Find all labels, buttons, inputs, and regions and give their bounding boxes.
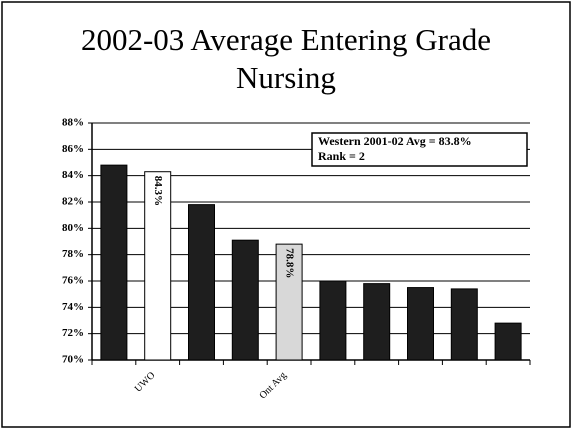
bar <box>319 280 347 361</box>
bar <box>363 283 391 361</box>
value-label: 84.3% <box>152 176 164 206</box>
y-tick-label: 82% <box>62 196 84 208</box>
annotation: Western 2001-02 Avg = 83.8% <box>318 134 472 148</box>
bar <box>494 322 522 361</box>
x-tick-label: UWO <box>133 370 158 395</box>
bar <box>231 239 259 361</box>
y-tick-label: 76% <box>62 275 84 287</box>
chart-title: 2002-03 Average Entering Grade <box>81 22 491 57</box>
bar <box>100 164 128 361</box>
y-tick-label: 74% <box>62 301 84 313</box>
y-tick-label: 88% <box>62 117 84 129</box>
y-tick-label: 86% <box>62 143 84 155</box>
bar <box>188 204 215 361</box>
y-tick-label: 80% <box>62 222 84 234</box>
annotation-box <box>311 132 528 167</box>
y-tick-label: 70% <box>62 354 84 366</box>
bar <box>275 243 303 361</box>
y-tick-label: 78% <box>62 248 84 260</box>
y-tick-label: 84% <box>62 169 84 181</box>
annotation: Rank = 2 <box>318 149 365 163</box>
bar <box>144 171 172 361</box>
bar <box>407 287 434 361</box>
y-tick-label: 72% <box>62 327 84 339</box>
x-tick-label: Ont Avg <box>257 370 288 401</box>
bar <box>450 288 478 361</box>
chart-subtitle: Nursing <box>236 60 336 95</box>
value-label: 78.8% <box>284 248 296 278</box>
